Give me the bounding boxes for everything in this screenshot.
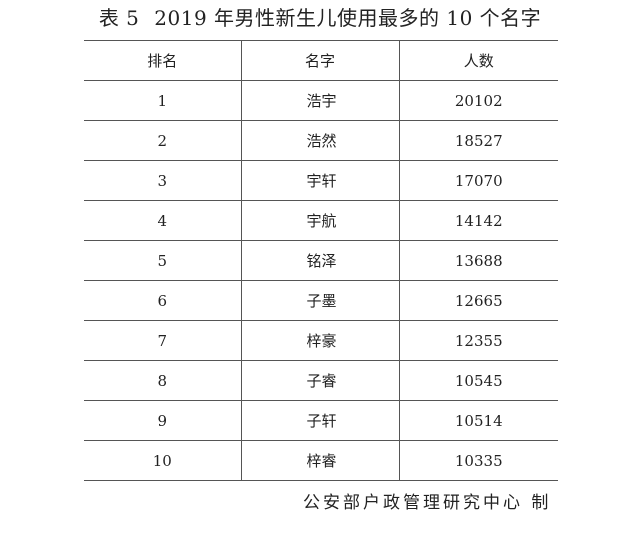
- count-cell: 10545: [398, 360, 558, 401]
- count-cell: 18527: [398, 120, 558, 161]
- name-cell: 子墨: [240, 280, 399, 321]
- rank-cell: 3: [84, 160, 241, 201]
- rank-cell: 7: [84, 320, 241, 361]
- name-cell: 宇轩: [240, 160, 399, 201]
- table-row: 6 子墨 12665: [84, 280, 558, 321]
- table-row: 4 宇航 14142: [84, 200, 558, 241]
- name-cell: 浩然: [240, 120, 399, 161]
- header-count: 人数: [398, 40, 558, 81]
- name-cell: 梓睿: [240, 440, 399, 481]
- table-row: 10 梓睿 10335: [84, 440, 558, 481]
- table-number: 表 5: [98, 6, 140, 30]
- count-cell: 10514: [398, 400, 558, 441]
- count-cell: 12355: [398, 320, 558, 361]
- name-cell: 子轩: [240, 400, 399, 441]
- table-row: 3 宇轩 17070: [84, 160, 558, 201]
- table-row: 9 子轩 10514: [84, 400, 558, 441]
- table-row: 7 梓豪 12355: [84, 320, 558, 361]
- header-name: 名字: [240, 40, 399, 81]
- table-title: 表 5 2019 年男性新生儿使用最多的 10 个名字: [0, 4, 640, 32]
- table-row: 5 铭泽 13688: [84, 240, 558, 281]
- rank-cell: 9: [84, 400, 241, 441]
- table-row: 1 浩宇 20102: [84, 80, 558, 121]
- count-cell: 17070: [398, 160, 558, 201]
- name-cell: 梓豪: [240, 320, 399, 361]
- count-cell: 12665: [398, 280, 558, 321]
- table-caption: 2019 年男性新生儿使用最多的 10 个名字: [154, 6, 542, 30]
- table-row: 8 子睿 10545: [84, 360, 558, 401]
- names-table: 排名 名字 人数 1 浩宇 20102 2 浩然 18527 3 宇轩 17070 4 宇航 1414…: [84, 40, 558, 481]
- rank-cell: 8: [84, 360, 241, 401]
- count-cell: 20102: [398, 80, 558, 121]
- header-rank: 排名: [84, 40, 241, 81]
- name-cell: 宇航: [240, 200, 399, 241]
- table-row: 2 浩然 18527: [84, 120, 558, 161]
- header-row: 排名 名字 人数: [84, 40, 558, 81]
- rank-cell: 5: [84, 240, 241, 281]
- name-cell: 子睿: [240, 360, 399, 401]
- source-note: 公安部户政管理研究中心 制: [303, 493, 552, 513]
- count-cell: 10335: [398, 440, 558, 481]
- name-cell: 铭泽: [240, 240, 399, 281]
- rank-cell: 1: [84, 80, 241, 121]
- name-cell: 浩宇: [240, 80, 399, 121]
- rank-cell: 10: [84, 440, 241, 481]
- count-cell: 13688: [398, 240, 558, 281]
- count-cell: 14142: [398, 200, 558, 241]
- rank-cell: 2: [84, 120, 241, 161]
- rank-cell: 6: [84, 280, 241, 321]
- rank-cell: 4: [84, 200, 241, 241]
